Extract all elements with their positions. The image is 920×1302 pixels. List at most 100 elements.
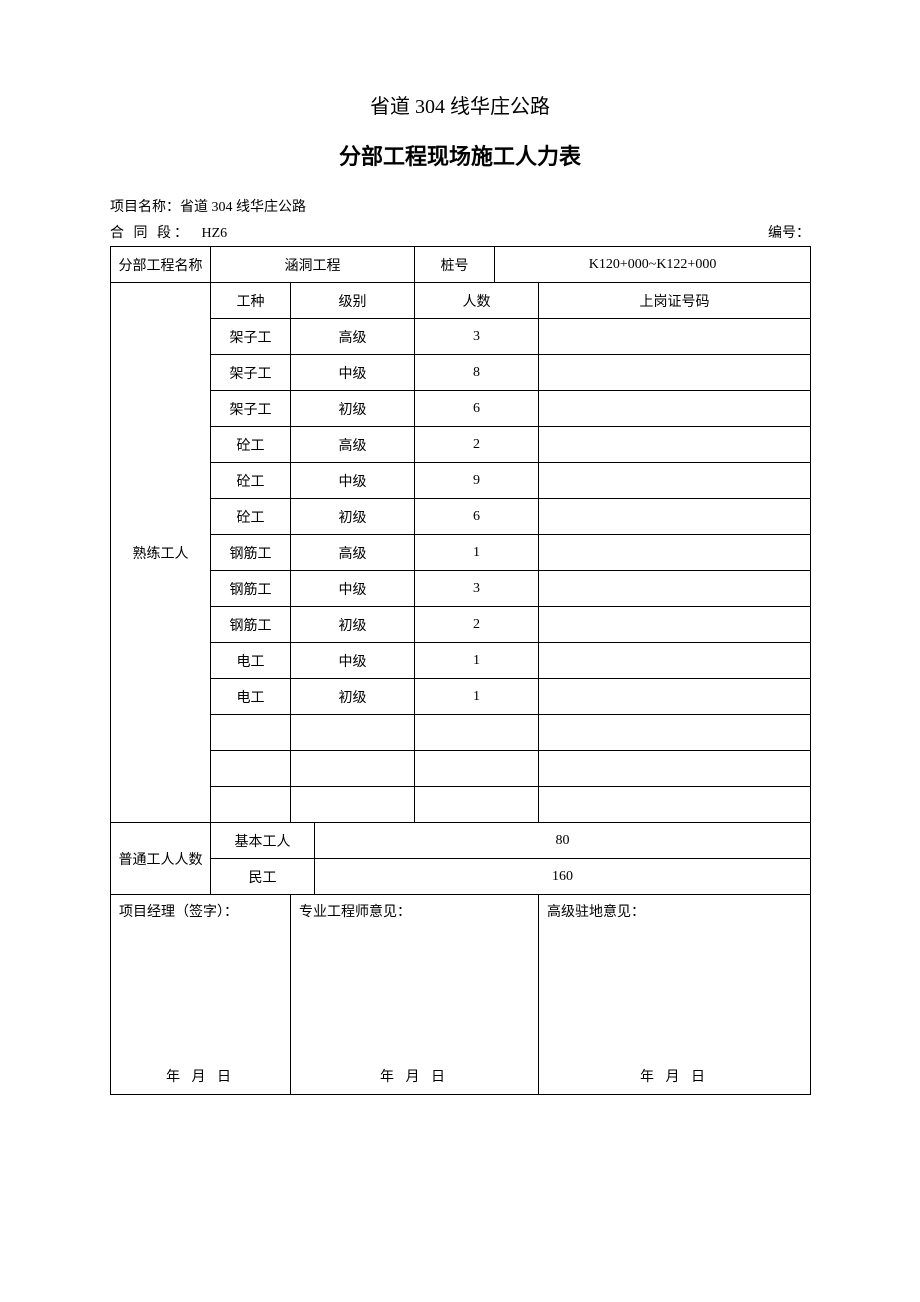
cell-cert [539, 751, 811, 787]
cell-cert [539, 715, 811, 751]
stake-label: 桩号 [415, 247, 495, 283]
cell-count: 1 [415, 679, 539, 715]
cell-type: 砼工 [211, 499, 291, 535]
normal-basic-value: 80 [315, 823, 811, 859]
cell-type: 架子工 [211, 319, 291, 355]
normal-row-2: 民工 160 [111, 859, 811, 895]
cell-count: 2 [415, 427, 539, 463]
skilled-label: 熟练工人 [111, 283, 211, 823]
cell-count: 8 [415, 355, 539, 391]
cell-level: 初级 [291, 607, 415, 643]
cell-level: 高级 [291, 535, 415, 571]
table-row: 砼工高级2 [111, 427, 811, 463]
skilled-header-row: 熟练工人 工种 级别 人数 上岗证号码 [111, 283, 811, 319]
cell-count: 9 [415, 463, 539, 499]
cell-count: 6 [415, 499, 539, 535]
cell-cert [539, 607, 811, 643]
sig-resident-cell: 高级驻地意见： 年 月 日 [539, 895, 811, 1095]
cell-level: 初级 [291, 679, 415, 715]
cell-type: 砼工 [211, 463, 291, 499]
cell-level [291, 787, 415, 823]
cell-type: 砼工 [211, 427, 291, 463]
subproject-value: 涵洞工程 [211, 247, 415, 283]
project-value: 省道 304 线华庄公路 [180, 200, 306, 215]
cell-type: 钢筋工 [211, 607, 291, 643]
cell-count: 3 [415, 571, 539, 607]
cell-cert [539, 535, 811, 571]
header-row-1: 分部工程名称 涵洞工程 桩号 K120+000~K122+000 [111, 247, 811, 283]
cell-cert [539, 643, 811, 679]
manpower-table: 分部工程名称 涵洞工程 桩号 K120+000~K122+000 熟练工人 工种… [110, 246, 811, 1095]
cell-level [291, 715, 415, 751]
table-row [111, 751, 811, 787]
cell-level: 中级 [291, 571, 415, 607]
normal-row-1: 普通工人人数 基本工人 80 [111, 823, 811, 859]
normal-label: 普通工人人数 [111, 823, 211, 895]
cell-level: 初级 [291, 499, 415, 535]
table-row: 钢筋工高级1 [111, 535, 811, 571]
table-row: 架子工中级8 [111, 355, 811, 391]
cell-type: 电工 [211, 643, 291, 679]
signature-row: 项目经理（签字）： 年 月 日 专业工程师意见： 年 月 日 高级驻地意见： 年… [111, 895, 811, 1095]
serial-label: 编号： [768, 222, 810, 242]
sig-date: 年 月 日 [291, 1066, 538, 1086]
col-count: 人数 [415, 283, 539, 319]
contract-row: 合 同 段： HZ6 编号： [110, 222, 810, 242]
cell-type: 钢筋工 [211, 571, 291, 607]
doc-title-line1: 省道 304 线华庄公路 [110, 90, 810, 119]
cell-type [211, 715, 291, 751]
normal-migrant-label: 民工 [211, 859, 315, 895]
cell-type [211, 787, 291, 823]
cell-count: 1 [415, 643, 539, 679]
cell-level: 中级 [291, 463, 415, 499]
col-level: 级别 [291, 283, 415, 319]
table-row: 钢筋工初级2 [111, 607, 811, 643]
cell-type: 架子工 [211, 355, 291, 391]
table-row: 电工中级1 [111, 643, 811, 679]
table-row [111, 787, 811, 823]
contract-segment: 合 同 段： HZ6 [110, 222, 227, 242]
col-cert: 上岗证号码 [539, 283, 811, 319]
cell-count: 2 [415, 607, 539, 643]
table-row [111, 715, 811, 751]
cell-cert [539, 679, 811, 715]
cell-level: 中级 [291, 643, 415, 679]
cell-cert [539, 427, 811, 463]
contract-value: HZ6 [202, 226, 228, 241]
table-row: 钢筋工中级3 [111, 571, 811, 607]
table-row: 架子工初级6 [111, 391, 811, 427]
cell-level: 中级 [291, 355, 415, 391]
cell-type [211, 751, 291, 787]
cell-cert [539, 355, 811, 391]
cell-level: 高级 [291, 319, 415, 355]
cell-count [415, 751, 539, 787]
cell-level: 初级 [291, 391, 415, 427]
cell-cert [539, 463, 811, 499]
cell-level: 高级 [291, 427, 415, 463]
table-row: 砼工中级9 [111, 463, 811, 499]
cell-count [415, 787, 539, 823]
cell-count: 1 [415, 535, 539, 571]
cell-cert [539, 787, 811, 823]
cell-count [415, 715, 539, 751]
cell-cert [539, 499, 811, 535]
stake-value: K120+000~K122+000 [495, 247, 811, 283]
subproject-label: 分部工程名称 [111, 247, 211, 283]
table-row: 电工初级1 [111, 679, 811, 715]
contract-label: 合 同 段： [110, 226, 191, 241]
cell-count: 3 [415, 319, 539, 355]
project-label: 项目名称： [110, 200, 180, 215]
sig-date: 年 月 日 [111, 1066, 290, 1086]
col-type: 工种 [211, 283, 291, 319]
cell-type: 架子工 [211, 391, 291, 427]
sig-manager-cell: 项目经理（签字）： 年 月 日 [111, 895, 291, 1095]
normal-basic-label: 基本工人 [211, 823, 315, 859]
project-name-row: 项目名称：省道 304 线华庄公路 [110, 196, 810, 216]
cell-level [291, 751, 415, 787]
sig-engineer-cell: 专业工程师意见： 年 月 日 [291, 895, 539, 1095]
normal-migrant-value: 160 [315, 859, 811, 895]
cell-count: 6 [415, 391, 539, 427]
sig-manager-label: 项目经理（签字）： [119, 905, 238, 920]
cell-type: 电工 [211, 679, 291, 715]
cell-cert [539, 319, 811, 355]
